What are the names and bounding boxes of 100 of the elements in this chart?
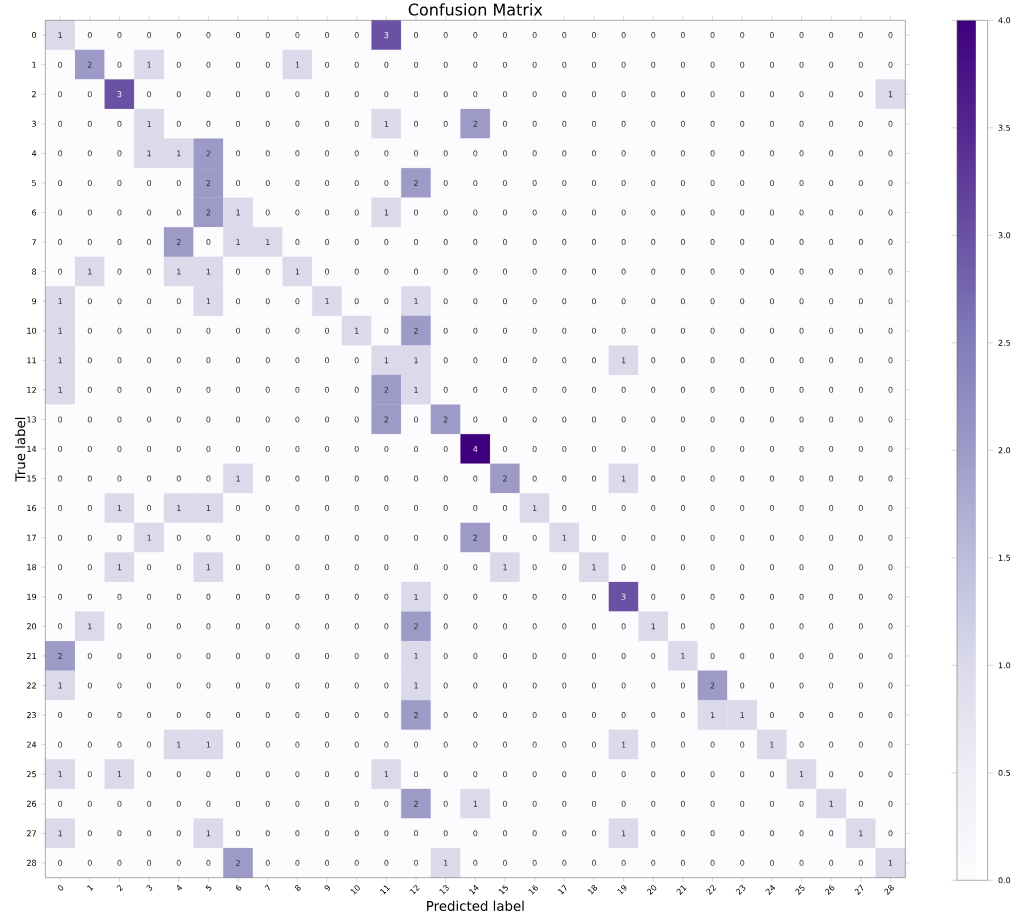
x-tick-label: 25	[795, 884, 805, 895]
data-label: 0	[799, 800, 804, 807]
data-label: 0	[621, 386, 626, 393]
data-label: 0	[384, 830, 389, 837]
data-label: 0	[265, 741, 270, 748]
data-label: 0	[651, 771, 656, 778]
data-label: 0	[473, 741, 478, 748]
data-label: 0	[651, 209, 656, 216]
data-label: 1	[770, 741, 774, 748]
data-label: 0	[562, 771, 567, 778]
data-label: 0	[87, 682, 92, 689]
data-label: 0	[58, 150, 63, 157]
data-label: 0	[799, 593, 804, 600]
data-label: 0	[888, 61, 893, 68]
data-label: 1	[58, 386, 62, 393]
data-label: 0	[502, 61, 508, 68]
data-label: 0	[147, 386, 152, 393]
data-label: 0	[354, 505, 359, 512]
data-label: 0	[532, 268, 537, 275]
data-label: 0	[829, 386, 834, 393]
data-label: 1	[325, 298, 329, 305]
data-label: 0	[236, 652, 241, 659]
data-label: 0	[888, 712, 893, 719]
data-label: 0	[591, 416, 596, 423]
data-label: 0	[858, 800, 863, 807]
data-label: 0	[591, 298, 596, 305]
data-label: 0	[295, 298, 300, 305]
data-label: 0	[651, 682, 656, 689]
data-label: 0	[87, 534, 92, 541]
data-label: 0	[651, 416, 656, 423]
data-label: 0	[532, 32, 537, 39]
data-label: 2	[206, 179, 211, 186]
y-tick-label: 9	[32, 298, 37, 305]
data-label: 0	[473, 505, 478, 512]
data-label: 0	[769, 298, 774, 305]
data-label: 0	[651, 150, 656, 157]
data-label: 0	[176, 120, 181, 127]
data-label: 0	[680, 32, 685, 39]
data-label: 0	[443, 120, 448, 127]
data-label: 0	[325, 830, 330, 837]
data-label: 0	[354, 741, 359, 748]
y-tick-label: 13	[27, 416, 36, 423]
data-label: 0	[87, 564, 92, 571]
data-label: 0	[176, 475, 181, 482]
data-label: 0	[295, 771, 300, 778]
data-label: 0	[562, 357, 567, 364]
data-label: 0	[176, 32, 181, 39]
data-label: 0	[236, 91, 241, 98]
data-label: 0	[354, 564, 359, 571]
y-tick-label: 3	[32, 120, 36, 127]
data-label: 0	[384, 91, 389, 98]
data-label: 1	[88, 268, 92, 275]
data-label: 0	[117, 475, 122, 482]
data-label: 0	[591, 859, 596, 866]
data-label: 2	[236, 859, 240, 866]
y-tick-label: 11	[27, 357, 36, 364]
data-label: 2	[414, 623, 418, 630]
data-label: 0	[265, 564, 270, 571]
data-label: 0	[502, 239, 508, 246]
data-label: 0	[502, 179, 508, 186]
data-label: 0	[740, 416, 745, 423]
data-label: 0	[384, 623, 389, 630]
data-label: 0	[562, 505, 567, 512]
data-label: 0	[680, 800, 685, 807]
data-label: 1	[592, 564, 596, 571]
data-label: 0	[443, 741, 448, 748]
data-label: 0	[799, 120, 804, 127]
data-label: 0	[591, 179, 596, 186]
data-label: 0	[325, 179, 330, 186]
data-label: 0	[384, 505, 389, 512]
data-label: 0	[236, 771, 241, 778]
data-label: 0	[562, 416, 567, 423]
data-label: 2	[414, 712, 418, 719]
data-label: 0	[58, 505, 63, 512]
data-label: 0	[740, 623, 745, 630]
data-label: 0	[591, 32, 596, 39]
data-label: 0	[680, 327, 685, 334]
color-bar-label: 2.0	[998, 447, 1011, 454]
data-label: 0	[443, 61, 448, 68]
data-label: 1	[740, 712, 745, 718]
data-label: 0	[888, 120, 893, 127]
data-label: 0	[858, 120, 863, 127]
data-label: 0	[829, 445, 834, 453]
data-label: 0	[740, 859, 745, 866]
data-label: 0	[473, 623, 478, 630]
data-label: 0	[710, 327, 715, 334]
data-label: 0	[87, 179, 92, 186]
data-label: 0	[740, 682, 745, 689]
data-label: 0	[414, 239, 419, 246]
data-label: 1	[147, 534, 151, 541]
data-label: 0	[443, 652, 448, 659]
data-label: 0	[236, 741, 241, 748]
data-label: 0	[502, 534, 508, 541]
data-label: 0	[443, 830, 448, 837]
data-label: 0	[87, 32, 92, 39]
data-label: 0	[651, 830, 656, 837]
data-label: 0	[117, 830, 122, 837]
data-label: 0	[87, 327, 92, 334]
data-label: 0	[532, 298, 537, 305]
chart-title: Confusion Matrix	[408, 3, 543, 16]
